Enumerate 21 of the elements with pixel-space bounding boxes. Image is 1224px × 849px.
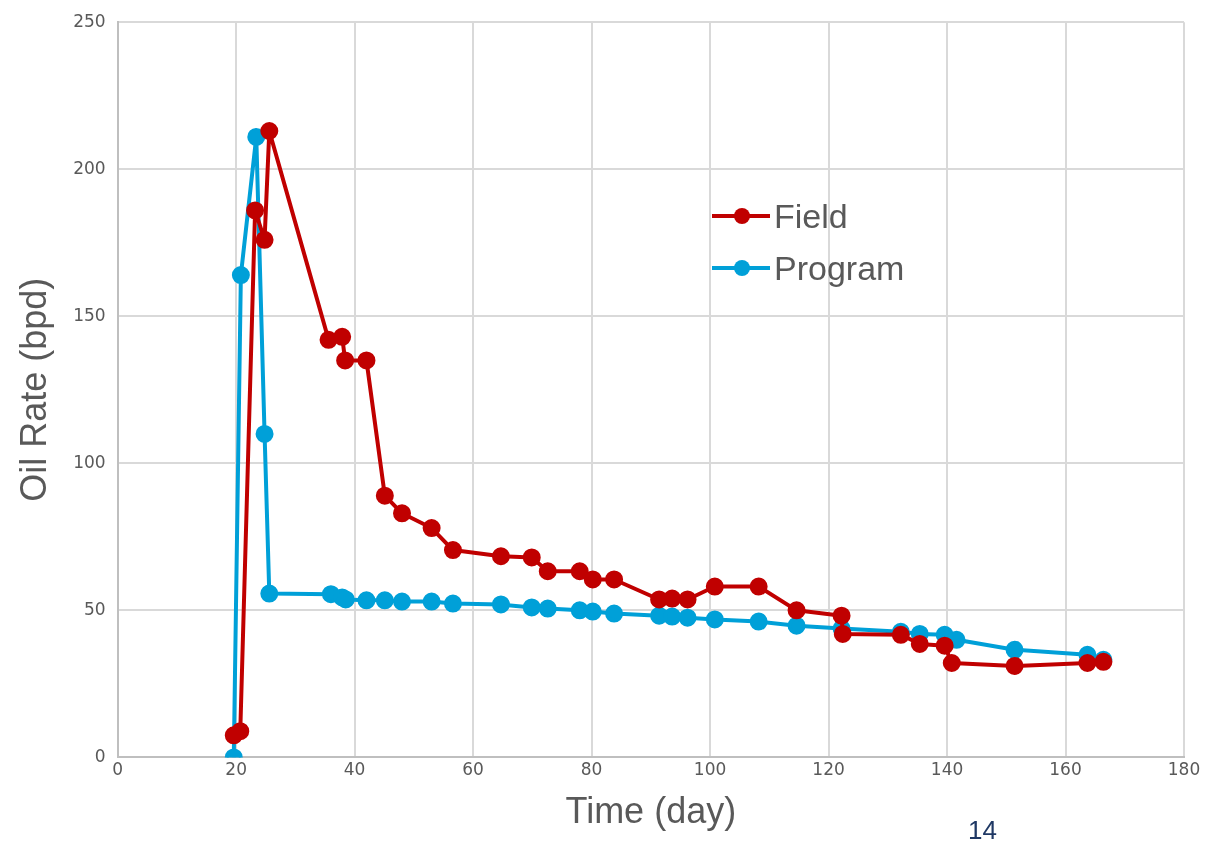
y-tick-label: 0 (94, 745, 106, 766)
x-axis-title: Time (day) (565, 790, 737, 832)
y-tick-label: 200 (73, 157, 106, 178)
x-tick-label: 160 (1049, 759, 1082, 780)
x-tick-label: 20 (225, 759, 247, 780)
x-tick-label: 0 (112, 759, 124, 780)
x-tick-label: 180 (1167, 759, 1201, 780)
legend-label: Field (774, 196, 848, 236)
y-axis-title: Oil Rate (bpd) (12, 277, 54, 502)
y-tick-label: 100 (73, 451, 106, 472)
y-tick-label: 250 (73, 10, 106, 31)
x-tick-label: 60 (462, 759, 484, 780)
legend-label: Program (774, 248, 905, 288)
y-tick-label: 50 (84, 598, 106, 619)
x-tick-label: 40 (343, 759, 366, 780)
x-tick-label: 120 (812, 759, 845, 780)
x-tick-label: 80 (580, 759, 603, 780)
x-tick-label: 140 (930, 759, 964, 780)
y-tick-label: 150 (73, 304, 106, 325)
text: 14 (968, 815, 997, 846)
x-tick-label: 100 (693, 759, 727, 780)
